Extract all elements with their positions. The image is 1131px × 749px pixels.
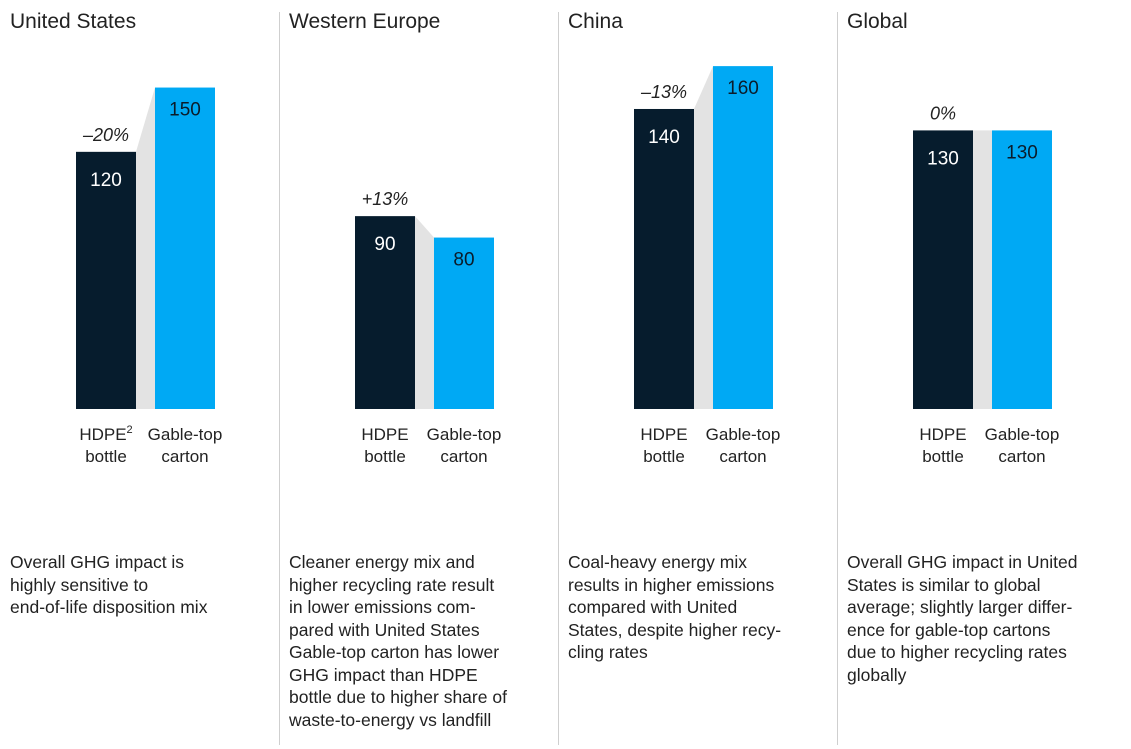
bar-hdpe-bottle [355, 216, 415, 409]
category-label: Gable-top [985, 425, 1060, 444]
bar-gable-top-carton [434, 237, 494, 409]
bar-chart: 120 150 –20% HDPE2 bottle Gable-top carton [76, 87, 223, 466]
bar-connector [973, 130, 992, 409]
bar-chart: 130 130 0% HDPE bottle Gable-top carton [913, 103, 1060, 466]
panel-divider [837, 12, 838, 745]
bar-value-label: 150 [169, 100, 201, 121]
difference-label: –20% [82, 125, 129, 145]
category-label: HDPE2 [79, 424, 132, 444]
note-text: Cleaner energy mix and higher recycling … [289, 551, 544, 731]
category-label: carton [161, 447, 208, 466]
bar-hdpe-bottle [913, 130, 973, 409]
note-line: end-of-life disposition mix [10, 597, 208, 617]
note-line: in lower emissions com- [289, 597, 476, 617]
category-label: Gable-top [148, 425, 223, 444]
bar-connector [694, 66, 713, 410]
category-label: HDPE [919, 425, 966, 444]
bar-hdpe-bottle [76, 151, 136, 409]
note-line: results in higher emissions [568, 574, 775, 595]
note-line: States, despite higher recy- [568, 619, 782, 640]
region-title: United States [10, 10, 137, 33]
difference-label: 0% [930, 103, 956, 123]
region-title: Global [847, 10, 908, 33]
bar-chart: 140 160 –13% HDPE bottle Gable-top carton [634, 66, 781, 466]
category-label: carton [440, 447, 487, 466]
note-line: Coal-heavy energy mix [568, 552, 747, 572]
panel-divider [279, 12, 280, 745]
bar-value-label: 90 [374, 234, 395, 255]
note-line: GHG impact than HDPE [289, 664, 478, 685]
panel-western-europe: Western Europe 90 80 +13% HDPE bottle Gable-t… [279, 0, 558, 749]
difference-label: –13% [640, 82, 687, 102]
note-text: Overall GHG impact in United States is s… [847, 551, 1102, 686]
note-line: pared with United States [289, 619, 480, 640]
note-line: Overall GHG impact in United [847, 552, 1078, 572]
region-title: Western Europe [289, 10, 441, 33]
bar-gable-top-carton [713, 66, 773, 410]
category-label: bottle [643, 447, 685, 466]
note-line: Cleaner energy mix and [289, 552, 475, 572]
note-line: compared with United [568, 597, 738, 617]
note-line: Gable-top carton has lower [289, 642, 500, 662]
bar-value-label: 130 [1006, 142, 1038, 163]
category-label: carton [998, 447, 1045, 466]
note-line: waste-to-energy vs landfill [289, 709, 492, 730]
note-line: average; slightly larger differ- [847, 597, 1073, 617]
bar-value-label: 140 [648, 127, 680, 148]
bar-value-label: 130 [927, 148, 959, 169]
note-line: bottle due to higher share of [289, 687, 507, 707]
bar-connector [136, 87, 155, 410]
bar-chart: 90 80 +13% HDPE bottle Gable-top carton [355, 189, 502, 466]
panel-united-states: United States 120 150 –20% HDPE2 bottle Gable… [0, 0, 279, 749]
category-label: carton [719, 447, 766, 466]
bar-value-label: 80 [453, 250, 474, 271]
bar-value-label: 160 [727, 78, 759, 99]
note-text: Overall GHG impact is highly sensitive t… [10, 551, 265, 619]
note-line: globally [847, 664, 907, 685]
bar-gable-top-carton [155, 87, 215, 410]
note-line: due to higher recycling rates [847, 642, 1067, 662]
note-line: higher recycling rate result [289, 574, 495, 595]
note-line: highly sensitive to [10, 574, 149, 595]
category-label: HDPE [640, 425, 687, 444]
category-label: HDPE [361, 425, 408, 444]
region-title: China [568, 10, 623, 33]
panel-china: China 140 160 –13% HDPE bottle Gable-top carto… [558, 0, 837, 749]
note-line: Overall GHG impact is [10, 552, 185, 572]
note-line: cling rates [568, 642, 648, 662]
bar-value-label: 120 [90, 170, 122, 191]
panel-divider [558, 12, 559, 745]
category-label: Gable-top [706, 425, 781, 444]
bar-gable-top-carton [992, 130, 1052, 409]
category-label: bottle [85, 447, 127, 466]
bar-hdpe-bottle [634, 108, 694, 409]
category-label: bottle [922, 447, 964, 466]
category-label: bottle [364, 447, 406, 466]
difference-label: +13% [362, 189, 409, 209]
category-label: Gable-top [427, 425, 502, 444]
note-line: ence for gable-top cartons [847, 619, 1051, 640]
bar-connector [415, 216, 434, 409]
note-text: Coal-heavy energy mix results in higher … [568, 551, 823, 664]
note-line: States is similar to global [847, 574, 1041, 595]
panel-global: Global 130 130 0% HDPE bottle Gable-top carton… [837, 0, 1131, 749]
